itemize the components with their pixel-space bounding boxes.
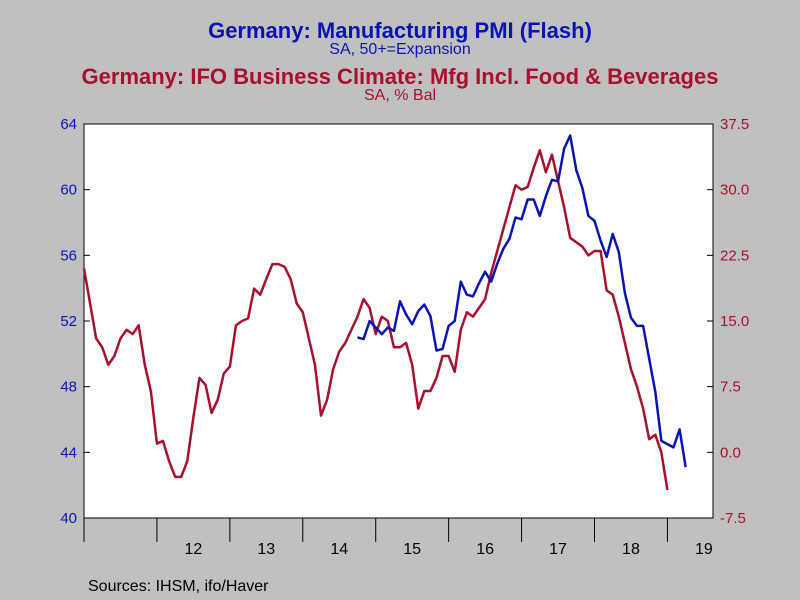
pmi-title: Germany: Manufacturing PMI (Flash) xyxy=(208,18,592,43)
right-tick-label-1: 0.0 xyxy=(720,444,741,461)
left-tick-label-3: 52 xyxy=(60,313,77,330)
series-group xyxy=(82,134,687,491)
left-tick-label-0: 40 xyxy=(60,510,77,527)
pmi-subtitle: SA, 50+=Expansion xyxy=(329,41,471,58)
right-tick-label-3: 15.0 xyxy=(720,313,749,330)
right-tick-label-5: 30.0 xyxy=(720,182,749,199)
x-tick-label-3: 15 xyxy=(403,541,421,558)
right-axis: -7.5 0.0 7.5 15.0 22.5 30.0 37.5 xyxy=(707,116,749,527)
x-axis: 12 13 14 15 16 17 18 19 xyxy=(83,518,713,558)
right-tick-label-2: 7.5 xyxy=(720,379,741,396)
x-tick-label-2: 14 xyxy=(330,541,348,558)
source-note: Sources: IHSM, ifo/Haver xyxy=(88,578,269,595)
left-axis: 40 44 48 52 56 60 64 xyxy=(60,116,90,527)
left-tick-label-1: 44 xyxy=(60,444,77,461)
x-tick-label-5: 17 xyxy=(549,541,567,558)
x-tick-label-4: 16 xyxy=(476,541,494,558)
right-tick-label-6: 37.5 xyxy=(720,116,749,133)
ifo-title: Germany: IFO Business Climate: Mfg Incl.… xyxy=(81,64,719,89)
left-tick-label-6: 64 xyxy=(60,116,77,133)
right-tick-label-0: -7.5 xyxy=(720,510,746,527)
left-tick-label-2: 48 xyxy=(60,379,77,396)
ifo-subtitle: SA, % Bal xyxy=(363,87,437,104)
pmi-series-line xyxy=(357,134,687,468)
x-tick-label-1: 13 xyxy=(257,541,275,558)
right-tick-label-4: 22.5 xyxy=(720,247,749,264)
left-tick-label-4: 56 xyxy=(60,247,77,264)
x-tick-label-0: 12 xyxy=(184,541,202,558)
left-tick-label-5: 60 xyxy=(60,182,77,199)
x-tick-label-6: 18 xyxy=(622,541,640,558)
x-tick-label-7: 19 xyxy=(695,541,713,558)
ifo-series-line xyxy=(82,149,669,491)
